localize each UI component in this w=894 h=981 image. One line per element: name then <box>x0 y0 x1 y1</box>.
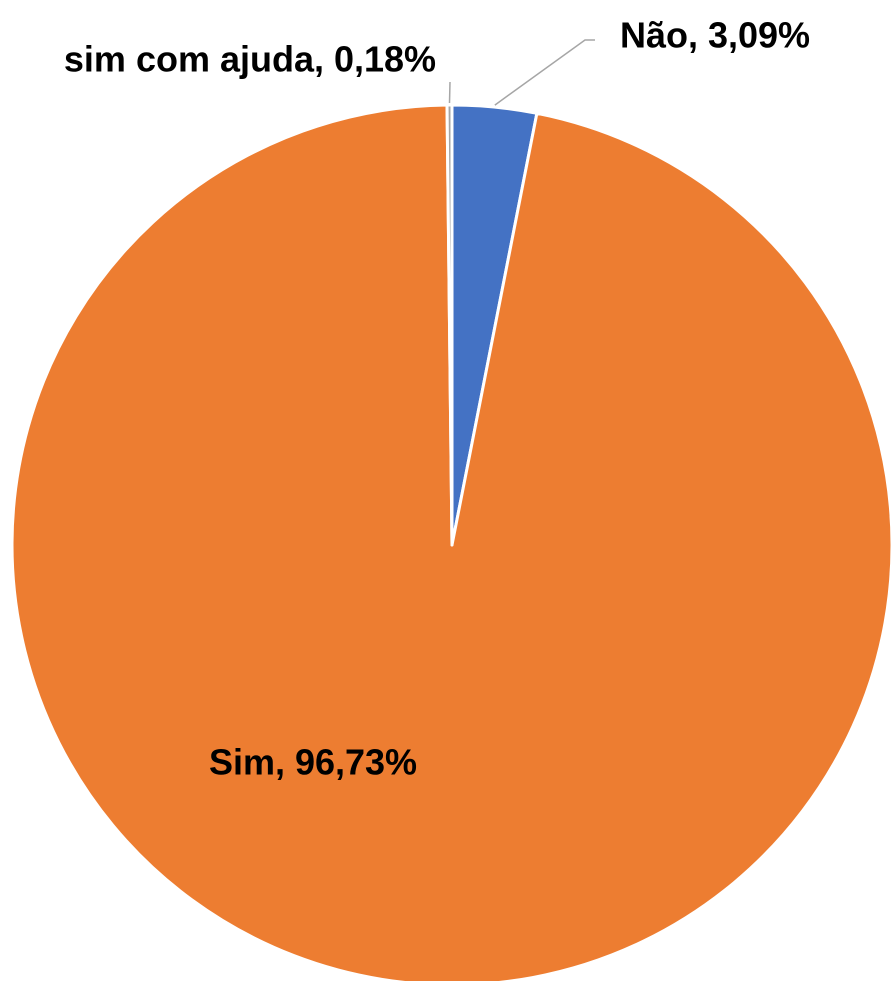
pie-slice <box>10 103 894 981</box>
pie-slice <box>445 103 454 547</box>
data-label: Sim, 96,73% <box>209 742 417 783</box>
leader-line <box>494 39 595 106</box>
data-label: Não, 3,09% <box>620 15 810 56</box>
data-label: sim com ajuda, 0,18% <box>64 39 436 80</box>
